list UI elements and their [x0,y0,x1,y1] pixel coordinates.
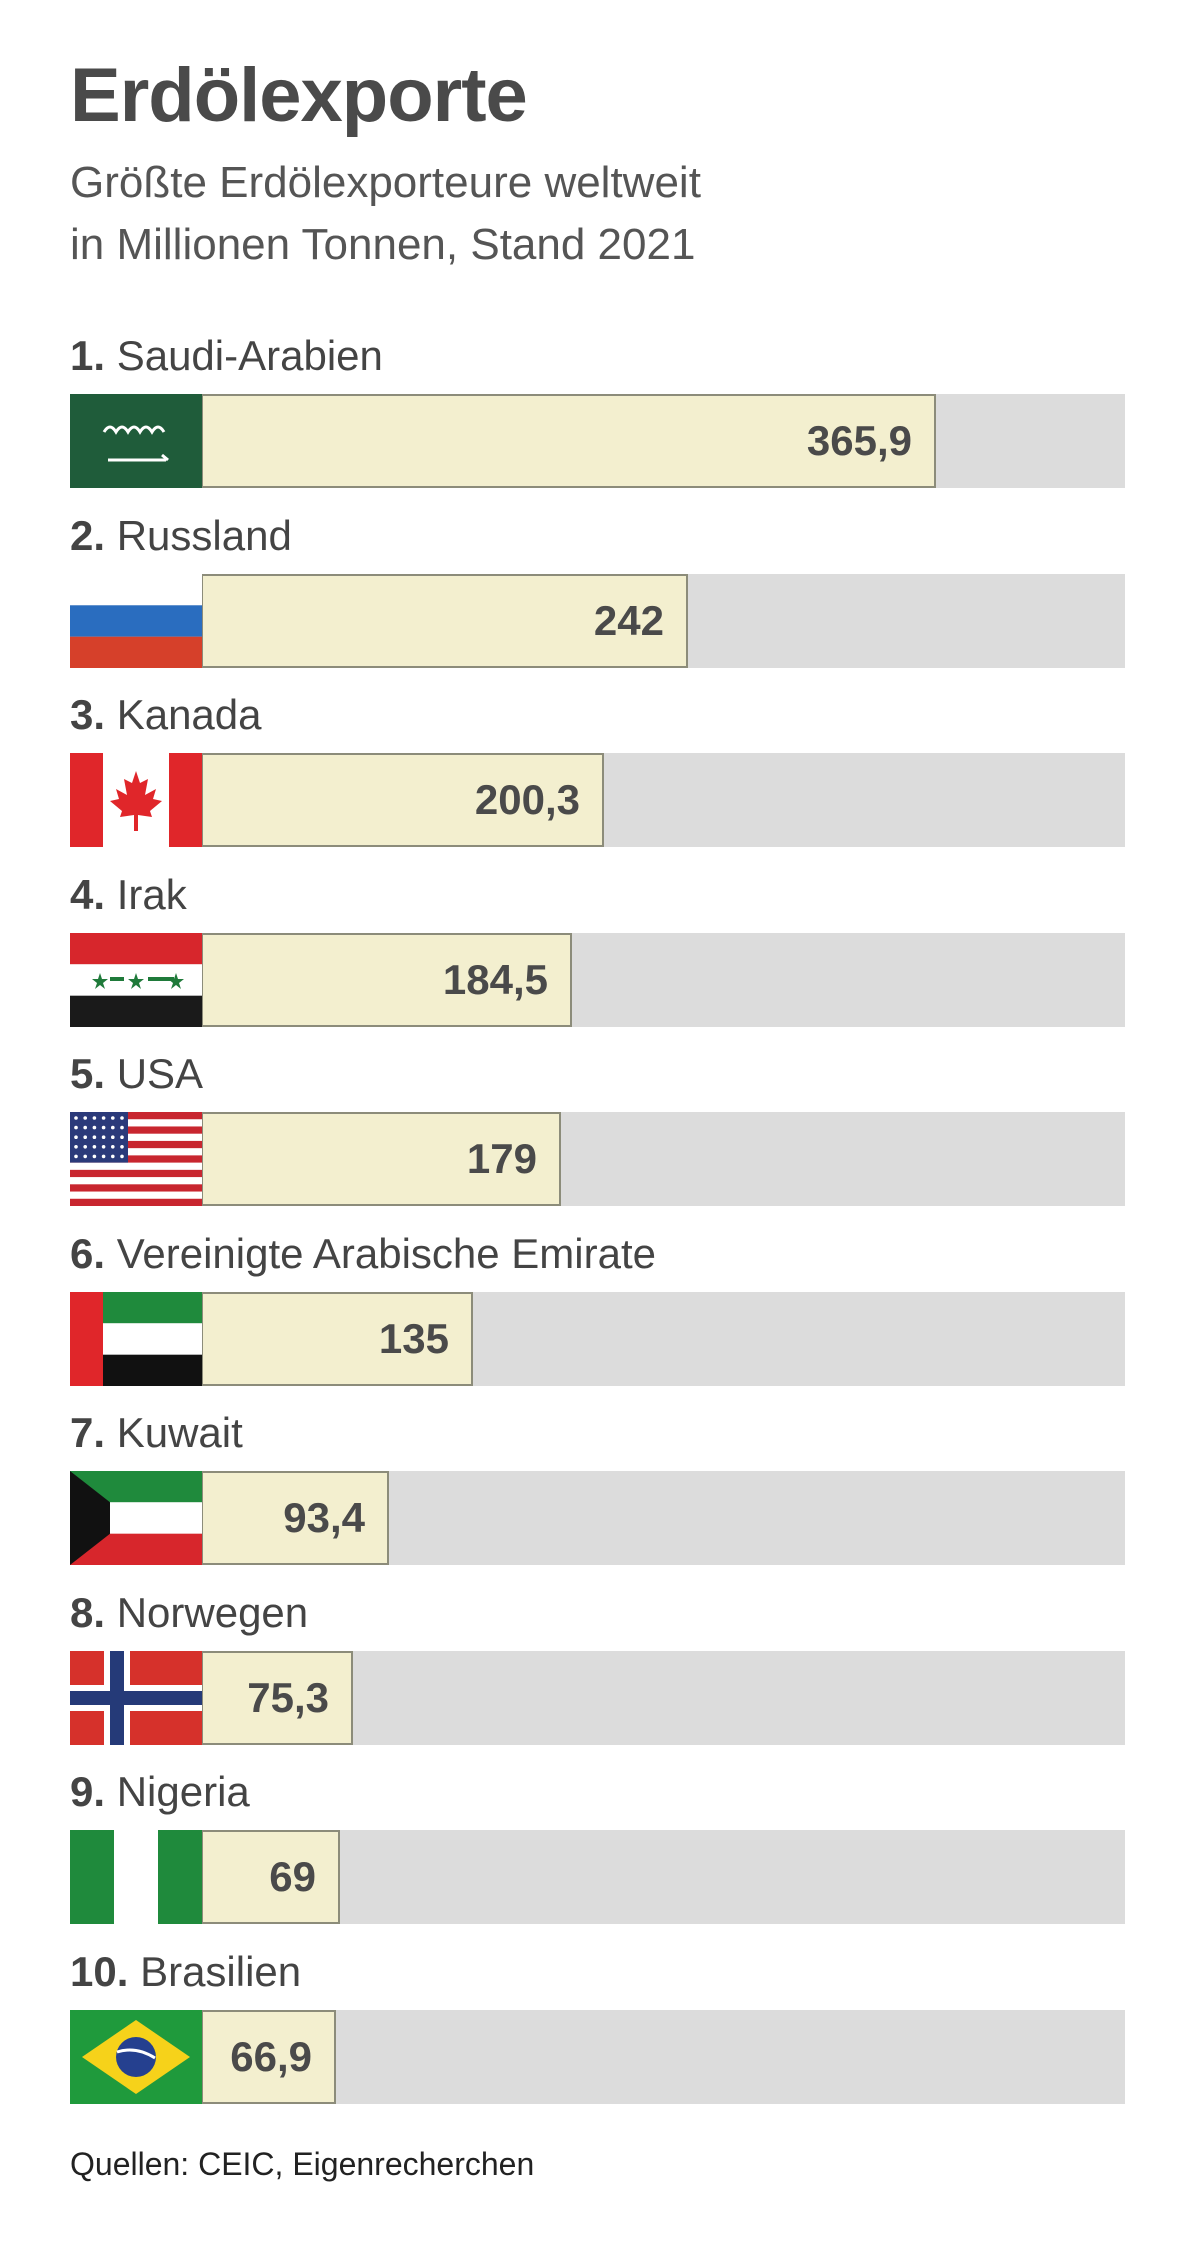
rank-number: 7. [70,1409,106,1456]
data-label: 69 [269,1853,316,1900]
rank-number: 5. [70,1050,106,1097]
country-name: Norwegen [116,1588,309,1636]
country-name: Brasilien [140,1947,302,1995]
country-name: USA [116,1050,204,1097]
rank-number: 3. [70,691,106,738]
data-label: 365,9 [806,417,912,464]
bar: 242 [202,573,688,668]
rank-number: 8. [70,1588,106,1636]
rank-number: 4. [70,870,106,918]
category-label: 2. Russland [70,511,292,559]
category-label: 9. Nigeria [70,1771,250,1813]
category-label: 3. Kanada [70,694,262,736]
rank-number: 9. [70,1768,106,1815]
iraq-flag-icon [70,932,202,1027]
rank-number: 2. [70,511,106,559]
category-label: 10. Brasilien [70,1947,302,1995]
rank-number: 10. [70,1947,129,1995]
country-name: Saudi-Arabien [116,332,383,379]
norway-flag-icon [70,1650,202,1745]
bar: 135 [202,1291,473,1386]
canada-flag-icon [70,753,202,847]
country-name: Kanada [116,691,262,738]
kuwait-flag-icon [70,1471,202,1565]
rank-number: 6. [70,1229,106,1277]
bar: 93,4 [202,1471,389,1565]
chart-title: Erdölexporte [70,53,528,138]
uae-flag-icon [70,1291,202,1386]
country-name: Russland [116,511,292,559]
bar: 200,3 [202,753,604,847]
bar: 365,9 [202,394,936,488]
chart-subtitle: Größte Erdölexporteure weltweit in Milli… [70,152,1070,276]
country-name: Nigeria [116,1768,250,1815]
bar: 179 [202,1112,561,1206]
nigeria-flag-icon [70,1830,202,1924]
bar: 66,9 [202,2009,336,2104]
country-name: Irak [116,870,187,918]
data-label: 75,3 [247,1673,329,1721]
russia-flag-icon [70,573,202,668]
data-label: 66,9 [230,2032,312,2080]
rank-number: 1. [70,332,106,379]
data-label: 200,3 [474,776,580,823]
category-label: 7. Kuwait [70,1412,243,1454]
brazil-flag-icon [70,2009,202,2104]
data-label: 184,5 [442,955,548,1003]
category-label: 5. USA [70,1053,203,1095]
saudi-arabia-flag-icon [70,394,202,488]
category-label: 8. Norwegen [70,1588,309,1636]
subtitle-line-1: Größte Erdölexporteure weltweit [70,158,701,207]
data-label: 179 [466,1135,537,1182]
usa-flag-icon [70,1112,202,1206]
subtitle-line-2: in Millionen Tonnen, Stand 2021 [70,220,696,269]
bar: 184,5 [202,932,572,1027]
data-label: 93,4 [283,1494,365,1541]
data-label: 242 [593,596,664,644]
country-name: Vereinigte Arabische Emirate [116,1229,656,1277]
country-name: Kuwait [116,1409,243,1456]
data-label: 135 [378,1314,449,1362]
category-label: 1. Saudi-Arabien [70,335,383,377]
bar: 75,3 [202,1650,353,1745]
bar: 69 [202,1830,340,1924]
category-label: 6. Vereinigte Arabische Emirate [70,1229,656,1277]
category-label: 4. Irak [70,870,187,918]
source-note: Quellen: CEIC, Eigenrecherchen [70,2146,535,2182]
